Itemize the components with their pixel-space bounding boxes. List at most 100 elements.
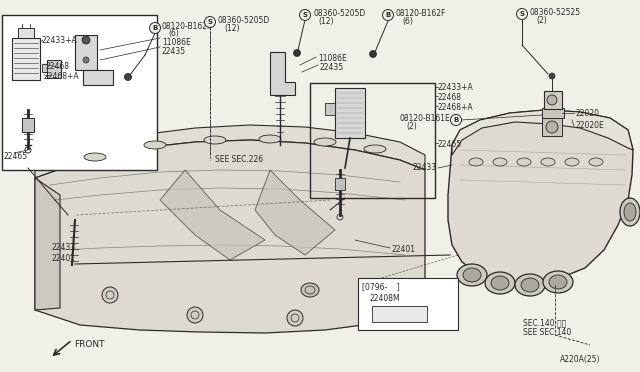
Text: 22433+A: 22433+A: [42, 36, 77, 45]
Bar: [310, 83, 435, 198]
Bar: [83, 70, 113, 85]
Text: 22468+A: 22468+A: [438, 103, 474, 112]
Ellipse shape: [565, 158, 579, 166]
Circle shape: [125, 74, 131, 80]
Bar: [75, 35, 97, 70]
Bar: [542, 118, 562, 136]
Text: B: B: [453, 117, 459, 123]
Text: S: S: [303, 12, 307, 18]
Bar: [335, 88, 365, 138]
Text: (12): (12): [224, 24, 239, 33]
Circle shape: [369, 51, 376, 58]
Text: SEE SEC.140: SEE SEC.140: [523, 328, 572, 337]
Text: 22435: 22435: [320, 63, 344, 72]
Text: (12): (12): [318, 17, 333, 26]
Text: 08120-B162F: 08120-B162F: [162, 22, 212, 31]
Text: SEC.140 参照: SEC.140 参照: [523, 318, 566, 327]
Text: [0796-    ]: [0796- ]: [362, 282, 400, 291]
Ellipse shape: [364, 145, 386, 153]
Text: 08360-52525: 08360-52525: [530, 8, 581, 17]
Circle shape: [549, 73, 555, 79]
Ellipse shape: [541, 158, 555, 166]
Ellipse shape: [521, 278, 539, 292]
Bar: [335, 178, 345, 190]
Text: FRONT: FRONT: [74, 340, 104, 349]
Text: (6): (6): [168, 29, 179, 38]
Ellipse shape: [491, 276, 509, 290]
Text: 22401: 22401: [52, 254, 76, 263]
Polygon shape: [160, 170, 265, 260]
Circle shape: [83, 57, 89, 63]
Ellipse shape: [84, 153, 106, 161]
Ellipse shape: [624, 203, 636, 221]
Polygon shape: [35, 178, 60, 310]
Ellipse shape: [543, 271, 573, 293]
Text: 22468+A: 22468+A: [44, 72, 79, 81]
Polygon shape: [448, 110, 633, 283]
Circle shape: [516, 9, 527, 19]
Ellipse shape: [493, 158, 507, 166]
Text: 11086E: 11086E: [162, 38, 191, 47]
Text: 22468: 22468: [46, 62, 70, 71]
Ellipse shape: [259, 135, 281, 143]
Text: 22020E: 22020E: [575, 122, 604, 131]
Bar: [2, 15, 157, 170]
Ellipse shape: [485, 272, 515, 294]
Text: 11086E: 11086E: [318, 54, 347, 63]
Ellipse shape: [314, 138, 336, 146]
Polygon shape: [452, 110, 633, 155]
Circle shape: [82, 36, 90, 44]
Ellipse shape: [457, 264, 487, 286]
Circle shape: [451, 115, 461, 125]
Polygon shape: [270, 52, 295, 95]
Bar: [325, 103, 335, 115]
Text: 22465: 22465: [4, 152, 28, 161]
Circle shape: [187, 307, 203, 323]
Text: S: S: [520, 11, 525, 17]
Bar: [542, 108, 564, 118]
Bar: [22, 118, 34, 132]
Text: 08360-5205D: 08360-5205D: [218, 16, 270, 25]
Circle shape: [287, 310, 303, 326]
Text: (6): (6): [402, 17, 413, 26]
Polygon shape: [255, 170, 335, 255]
Ellipse shape: [517, 158, 531, 166]
Polygon shape: [35, 140, 425, 333]
Text: 22468: 22468: [438, 93, 462, 102]
Ellipse shape: [463, 268, 481, 282]
Bar: [358, 278, 458, 330]
Circle shape: [294, 49, 301, 57]
Ellipse shape: [204, 136, 226, 144]
Bar: [12, 38, 40, 80]
Text: 22020: 22020: [575, 109, 599, 118]
Bar: [544, 91, 562, 109]
Text: B: B: [152, 25, 157, 31]
Text: 22408M: 22408M: [370, 294, 401, 303]
Text: 08120-B162F: 08120-B162F: [396, 9, 446, 18]
Bar: [47, 60, 61, 78]
Text: 22435: 22435: [162, 47, 186, 56]
Text: 22433: 22433: [52, 243, 76, 252]
Ellipse shape: [144, 141, 166, 149]
Text: 22401: 22401: [392, 245, 416, 254]
Text: 22465: 22465: [438, 140, 462, 149]
Text: 22433: 22433: [413, 164, 437, 173]
Circle shape: [547, 95, 557, 105]
Ellipse shape: [589, 158, 603, 166]
Text: 08120-B161E: 08120-B161E: [400, 114, 451, 123]
Bar: [372, 306, 427, 322]
Ellipse shape: [549, 275, 567, 289]
Text: B: B: [385, 12, 390, 18]
Ellipse shape: [515, 274, 545, 296]
Polygon shape: [35, 125, 425, 178]
Bar: [18, 28, 34, 38]
Text: S: S: [207, 19, 212, 25]
Ellipse shape: [620, 198, 640, 226]
Circle shape: [300, 10, 310, 20]
Text: 08360-5205D: 08360-5205D: [313, 9, 365, 18]
Circle shape: [546, 121, 558, 133]
Ellipse shape: [301, 283, 319, 297]
Text: (2): (2): [536, 16, 547, 25]
Circle shape: [383, 10, 394, 20]
Text: 22433+A: 22433+A: [438, 83, 474, 92]
